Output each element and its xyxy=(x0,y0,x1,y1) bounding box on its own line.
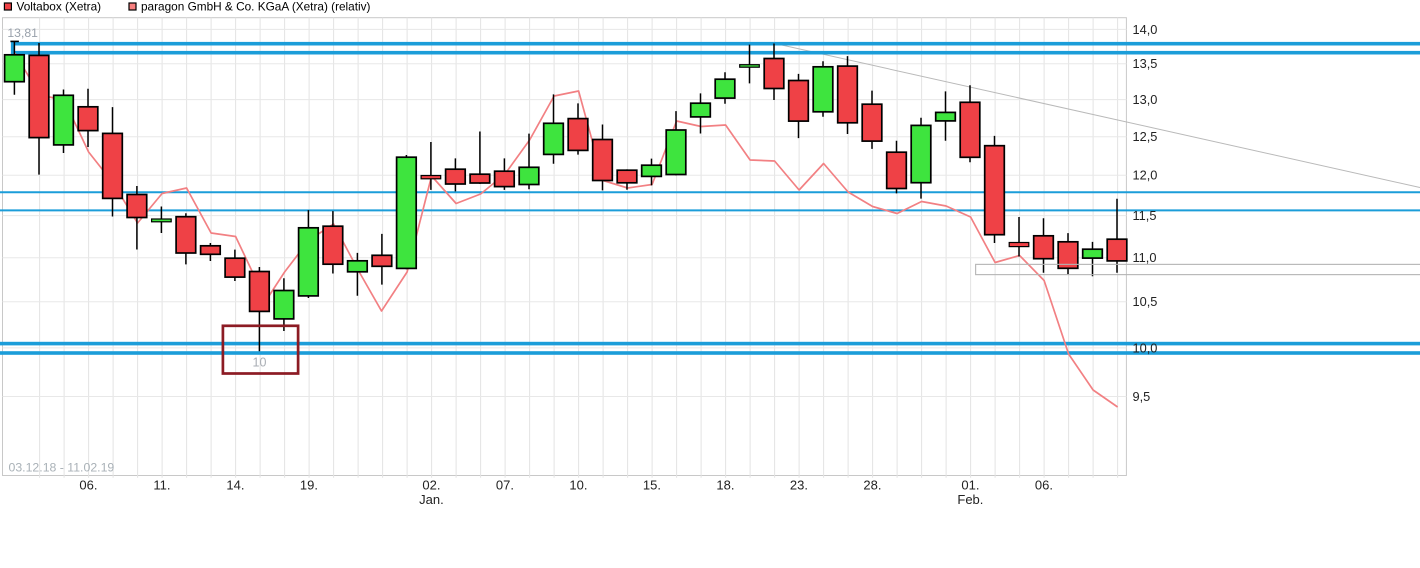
svg-text:06.: 06. xyxy=(1035,477,1053,492)
svg-text:Feb.: Feb. xyxy=(957,492,983,507)
svg-text:11,0: 11,0 xyxy=(1133,250,1157,265)
svg-text:10,5: 10,5 xyxy=(1133,294,1158,309)
svg-text:12,5: 12,5 xyxy=(1133,129,1158,144)
svg-text:11,5: 11,5 xyxy=(1133,208,1157,223)
svg-text:23.: 23. xyxy=(790,477,808,492)
svg-text:14.: 14. xyxy=(226,477,244,492)
svg-text:13,0: 13,0 xyxy=(1133,92,1158,107)
svg-text:07.: 07. xyxy=(496,477,514,492)
svg-text:19.: 19. xyxy=(300,477,318,492)
svg-text:13,81: 13,81 xyxy=(7,26,38,40)
svg-text:13,5: 13,5 xyxy=(1133,56,1158,71)
svg-text:15.: 15. xyxy=(643,477,661,492)
svg-text:10: 10 xyxy=(253,355,267,369)
svg-text:14,0: 14,0 xyxy=(1133,22,1158,37)
svg-text:11.: 11. xyxy=(153,477,170,492)
svg-text:02.: 02. xyxy=(422,477,440,492)
svg-text:Voltabox (Xetra): Voltabox (Xetra) xyxy=(17,0,102,14)
svg-text:paragon GmbH & Co. KGaA (Xetra: paragon GmbH & Co. KGaA (Xetra) (relativ… xyxy=(141,0,371,14)
svg-text:Jan.: Jan. xyxy=(419,492,444,507)
svg-text:12,0: 12,0 xyxy=(1133,168,1158,183)
svg-text:28.: 28. xyxy=(863,477,881,492)
svg-text:10.: 10. xyxy=(569,477,587,492)
svg-text:01.: 01. xyxy=(961,477,979,492)
svg-text:18.: 18. xyxy=(716,477,734,492)
svg-text:06.: 06. xyxy=(79,477,97,492)
svg-text:03.12.18 - 11.02.19: 03.12.18 - 11.02.19 xyxy=(9,460,115,474)
svg-text:10,0: 10,0 xyxy=(1133,340,1158,355)
svg-text:9,5: 9,5 xyxy=(1133,389,1151,404)
